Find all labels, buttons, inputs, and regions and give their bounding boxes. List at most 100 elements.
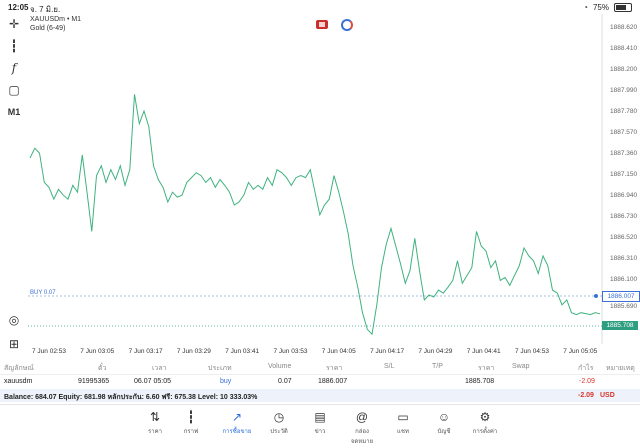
- y-tick-label: 1888.200: [610, 66, 638, 73]
- x-tick-label: 7 Jun 04:53: [515, 348, 549, 355]
- col-type[interactable]: ประเภท: [208, 365, 232, 372]
- col-volume[interactable]: Volume: [268, 363, 292, 370]
- x-tick-label: 7 Jun 03:41: [225, 348, 260, 355]
- balance-bar: Balance: 684.07 Equity: 681.98 หลักประกั…: [0, 389, 640, 402]
- row-profit: -2.09: [579, 378, 595, 385]
- wifi-icon: ◔: [583, 3, 588, 12]
- candles-type-icon[interactable]: ┇: [10, 39, 18, 53]
- account-icon: ☺: [437, 410, 451, 424]
- nav-quotes[interactable]: ⇅ ราคา: [137, 409, 173, 436]
- nav-mailbox-label: กล่องจดหมาย: [350, 429, 374, 445]
- y-tick-label: 1886.520: [610, 234, 638, 241]
- x-tick-label: 7 Jun 02:53: [32, 348, 66, 355]
- col-price[interactable]: ราคา: [326, 365, 343, 372]
- y-tick-label: 1888.410: [610, 45, 638, 52]
- arrows-updown-icon: ⇅: [149, 410, 161, 424]
- status-bar: 12:05 จ. 7 มิ.ย. ◔ 75%: [0, 0, 640, 14]
- nav-trade[interactable]: ↗ การซื้อขาย: [219, 409, 255, 436]
- row-symbol: xauusdm: [4, 378, 33, 385]
- y-tick-label: 1886.100: [610, 276, 638, 283]
- current-price-tag: 1885.708: [602, 321, 638, 330]
- table-row[interactable]: xauusdm 91995365 06.07 05:05 buy 0.07 18…: [0, 375, 640, 390]
- row-cur-price: 1885.708: [465, 378, 495, 385]
- col-time[interactable]: เวลา: [152, 365, 167, 372]
- nav-history-label: ประวัติ: [270, 429, 288, 435]
- col-profit[interactable]: กำไร: [578, 365, 594, 372]
- buy-price-tag: 1886.007: [602, 291, 640, 302]
- nav-settings[interactable]: ⚙ การตั้งค่า: [467, 409, 503, 436]
- chart-area[interactable]: XAUUSDm • M1 Gold (6-49) BUY 0.07 1888.6…: [28, 14, 640, 358]
- col-symbol[interactable]: สัญลักษณ์: [4, 365, 34, 372]
- col-ticket[interactable]: ตั๋ว: [98, 365, 107, 372]
- buy-marker: [594, 294, 598, 298]
- symbol-title: XAUUSDm • M1: [30, 16, 82, 23]
- total-profit: -2.09: [578, 392, 594, 399]
- nav-chat-label: แชท: [397, 429, 409, 435]
- y-tick-label: 1887.570: [610, 129, 638, 136]
- table-header: สัญลักษณ์ ตั๋ว เวลา ประเภท Volume ราคา S…: [0, 360, 640, 375]
- row-type: buy: [220, 378, 232, 385]
- battery-percent: 75%: [592, 3, 609, 12]
- y-tick-label: 1885.690: [610, 303, 638, 310]
- nav-quotes-label: ราคา: [148, 429, 162, 435]
- col-cur-price[interactable]: ราคา: [478, 365, 495, 372]
- x-tick-label: 7 Jun 04:17: [370, 348, 405, 355]
- nav-settings-label: การตั้งค่า: [472, 429, 498, 435]
- bottom-nav: ⇅ ราคา ┇ กราฟ ↗ การซื้อขาย ◷ ประวัติ ▤ ข…: [0, 404, 640, 448]
- x-tick-label: 7 Jun 03:53: [273, 348, 308, 355]
- symbol-subtitle: Gold (6-49): [30, 25, 66, 32]
- chart-toolbar: ✛ ┇ f ▢ M1 ◎ ⊞: [0, 14, 28, 354]
- y-tick-label: 1887.150: [610, 171, 638, 178]
- nav-news[interactable]: ▤ ข่าว: [302, 409, 338, 436]
- buy-position-label: BUY 0.07: [30, 290, 56, 296]
- x-tick-label: 7 Jun 03:29: [176, 348, 211, 355]
- col-tp[interactable]: T/P: [432, 363, 443, 370]
- y-tick-label: 1886.310: [610, 255, 638, 262]
- x-tick-label: 7 Jun 03:05: [80, 348, 115, 355]
- row-ticket: 91995365: [78, 378, 110, 385]
- loading-ring-icon: [341, 19, 353, 31]
- chat-icon: ▭: [397, 410, 409, 424]
- trade-table: สัญลักษณ์ ตั๋ว เวลา ประเภท Volume ราคา S…: [0, 360, 640, 390]
- y-tick-label: 1887.990: [610, 87, 638, 94]
- x-tick-label: 7 Jun 04:05: [321, 348, 356, 355]
- y-tick-label: 1888.620: [610, 24, 638, 31]
- gear-icon: ⚙: [479, 410, 491, 424]
- status-right: ◔ 75%: [583, 3, 632, 12]
- nav-mailbox[interactable]: @ กล่องจดหมาย: [344, 409, 380, 446]
- crosshair-icon[interactable]: ✛: [8, 17, 20, 31]
- x-tick-label: 7 Jun 04:41: [466, 348, 501, 355]
- row-volume: 0.07: [278, 378, 292, 385]
- nav-account[interactable]: ☺ บัญชี: [426, 409, 462, 436]
- timeframe-button[interactable]: M1: [7, 107, 21, 117]
- candles-icon: ┇: [187, 410, 195, 424]
- indicator-f-icon[interactable]: f: [11, 61, 17, 75]
- y-tick-label: 1887.780: [610, 108, 638, 115]
- price-series-line: [29, 94, 601, 336]
- col-swap[interactable]: Swap: [512, 363, 530, 370]
- balance-summary: Balance: 684.07 Equity: 681.98 หลักประกั…: [4, 394, 258, 401]
- nav-charts-label: กราฟ: [183, 429, 199, 435]
- nav-news-label: ข่าว: [314, 429, 326, 435]
- col-sl[interactable]: S/L: [384, 363, 395, 370]
- account-currency: USD: [600, 392, 615, 399]
- status-date: จ. 7 มิ.ย.: [30, 5, 61, 14]
- y-tick-label: 1887.360: [610, 150, 638, 157]
- nav-charts[interactable]: ┇ กราฟ: [173, 409, 209, 436]
- nav-history[interactable]: ◷ ประวัติ: [261, 409, 297, 436]
- col-comment[interactable]: หมายเหตุ: [606, 365, 635, 372]
- x-tick-label: 7 Jun 04:29: [418, 348, 453, 355]
- add-order-icon[interactable]: ⊞: [8, 337, 20, 351]
- trade-circle-icon[interactable]: ◎: [8, 313, 20, 327]
- nav-chat[interactable]: ▭ แชท: [385, 409, 421, 436]
- price-chart[interactable]: [28, 14, 640, 358]
- status-time: 12:05: [8, 3, 29, 12]
- objects-icon[interactable]: ▢: [8, 83, 20, 97]
- one-click-trade-icon[interactable]: [316, 20, 328, 29]
- trade-chart-icon: ↗: [231, 410, 243, 424]
- news-icon: ▤: [314, 410, 326, 424]
- x-tick-label: 7 Jun 05:05: [563, 348, 598, 355]
- y-tick-label: 1886.730: [610, 213, 638, 220]
- row-price: 1886.007: [318, 378, 348, 385]
- history-icon: ◷: [273, 410, 285, 424]
